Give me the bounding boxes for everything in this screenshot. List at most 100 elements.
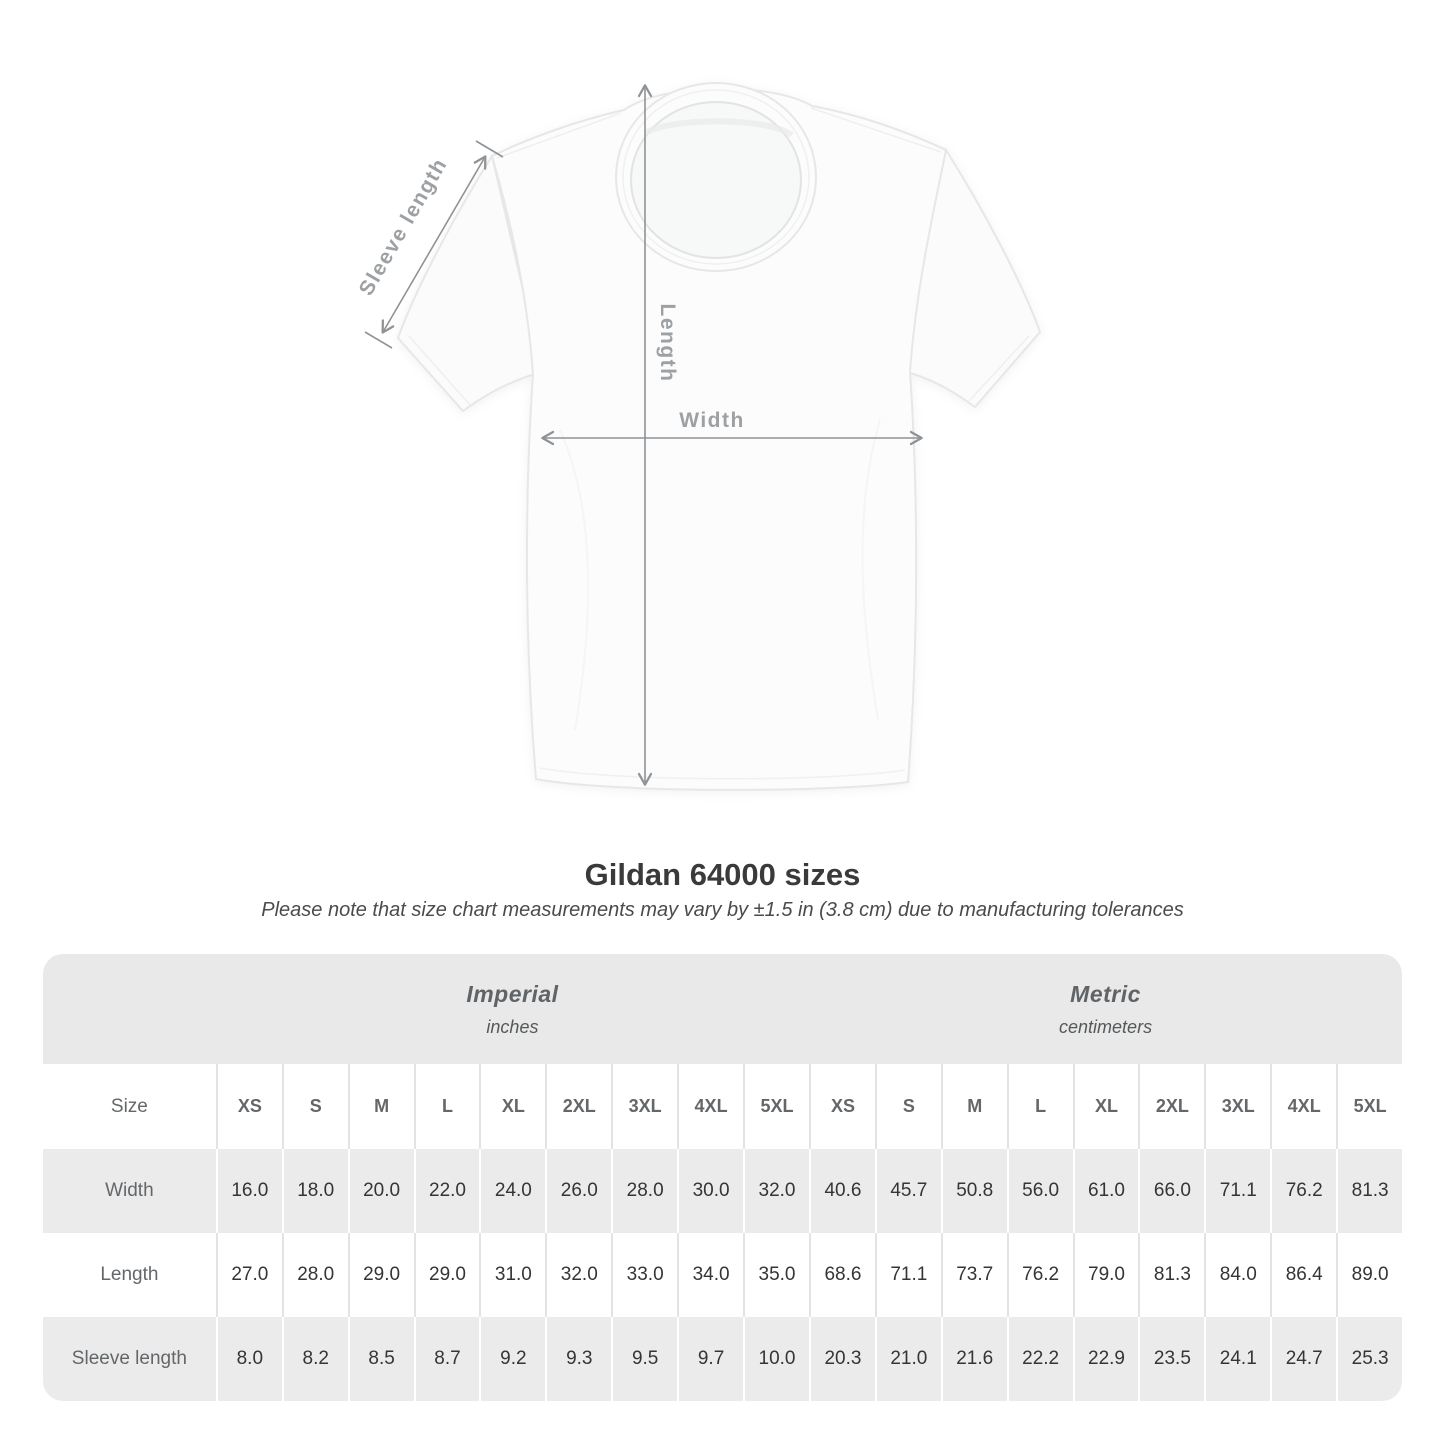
length-metric-cell: 89.0	[1336, 1233, 1403, 1317]
size-column-header: XS	[809, 1064, 875, 1149]
sleeve-metric-cell: 20.3	[809, 1317, 875, 1401]
length-metric-cell: 73.7	[940, 1233, 1007, 1317]
sleeve-metric-cell: 24.7	[1270, 1317, 1337, 1401]
tshirt-shoulder-seam-right	[810, 107, 942, 153]
size-column-header: 4XL	[677, 1064, 743, 1149]
tshirt-shoulder-seam-left	[496, 112, 622, 159]
sleeve-imperial-cell: 8.5	[347, 1317, 414, 1401]
width-imperial-cell: 24.0	[479, 1149, 546, 1233]
tshirt-collar-stitch	[622, 89, 810, 265]
tshirt-figure: Width Length Sleeve length	[355, 82, 1042, 791]
size-column-header: XL	[479, 1064, 546, 1149]
size-column-header: S	[281, 1064, 348, 1149]
sleeve-metric-cell: 21.6	[940, 1317, 1007, 1401]
imperial-section-title: Imperial	[466, 980, 559, 1007]
width-metric-cell: 66.0	[1138, 1149, 1205, 1233]
width-imperial-cell: 32.0	[743, 1149, 809, 1233]
metric-section-unit: centimeters	[1059, 1016, 1153, 1037]
length-imperial-cell: 31.0	[479, 1233, 546, 1317]
size-column-header: M	[347, 1064, 414, 1149]
width-metric-cell: 50.8	[940, 1149, 1007, 1233]
width-row: Width 16.0 18.0 20.0 22.0 24.0 26.0 28.0…	[42, 1149, 1403, 1233]
length-metric-cell: 79.0	[1072, 1233, 1139, 1317]
tshirt-collar-shadow	[643, 118, 794, 138]
imperial-section-header: Imperial inches	[215, 954, 809, 1064]
width-metric-cell: 56.0	[1006, 1149, 1073, 1233]
tshirt-cuff-seam-left	[408, 335, 471, 406]
size-column-header: XL	[1072, 1064, 1139, 1149]
size-column-header: 2XL	[545, 1064, 612, 1149]
size-header-row: Size XS S M L XL 2XL 3XL 4XL 5XL XS S M …	[43, 1064, 1403, 1149]
width-imperial-cell: 26.0	[545, 1149, 612, 1233]
length-metric-cell: 76.2	[1006, 1233, 1073, 1317]
size-column-header: 3XL	[611, 1064, 678, 1149]
metric-section-header: Metric centimeters	[809, 954, 1403, 1064]
length-imperial-cell: 29.0	[347, 1233, 414, 1317]
width-row-label: Width	[42, 1149, 216, 1233]
sleeve-imperial-cell: 8.0	[215, 1317, 282, 1401]
tshirt-illustration	[396, 82, 1042, 791]
sleeve-metric-cell: 23.5	[1138, 1317, 1205, 1401]
sleeve-metric-cell: 21.0	[874, 1317, 941, 1401]
size-column-header: L	[1006, 1064, 1073, 1149]
tshirt-wrinkle-right	[861, 419, 881, 721]
length-imperial-cell: 35.0	[743, 1233, 809, 1317]
sleeve-length-row: Sleeve length 8.0 8.2 8.5 8.7 9.2 9.3 9.…	[42, 1317, 1403, 1401]
length-row-label: Length	[42, 1233, 216, 1317]
width-imperial-cell: 20.0	[347, 1149, 414, 1233]
width-imperial-cell: 16.0	[215, 1149, 282, 1233]
metric-section-title: Metric	[1070, 980, 1141, 1007]
sleeve-length-cap-bottom	[364, 331, 393, 349]
length-row: Length 27.0 28.0 29.0 29.0 31.0 32.0 33.…	[42, 1233, 1403, 1317]
length-label: Length	[656, 304, 679, 383]
size-column-header: M	[940, 1064, 1007, 1149]
width-imperial-cell: 28.0	[611, 1149, 678, 1233]
length-metric-cell: 86.4	[1270, 1233, 1337, 1317]
imperial-section-unit: inches	[486, 1016, 539, 1037]
width-label: Width	[679, 409, 745, 432]
measurement-annotations	[364, 84, 923, 786]
size-table: Imperial inches Metric centimeters Size …	[42, 954, 1403, 1401]
unit-section-row: Imperial inches Metric centimeters	[42, 954, 1403, 1064]
sleeve-imperial-cell: 9.2	[479, 1317, 546, 1401]
tshirt-wrinkle-left	[559, 429, 590, 731]
sleeve-metric-cell: 24.1	[1204, 1317, 1271, 1401]
width-metric-cell: 81.3	[1336, 1149, 1403, 1233]
sleeve-imperial-cell: 9.7	[677, 1317, 743, 1401]
size-column-header: 2XL	[1138, 1064, 1205, 1149]
width-metric-cell: 40.6	[809, 1149, 875, 1233]
size-row-label: Size	[110, 1095, 148, 1117]
tshirt-hem-stitch	[539, 767, 906, 780]
tolerance-note: Please note that size chart measurements…	[261, 899, 1184, 921]
size-column-header: 5XL	[743, 1064, 809, 1149]
sleeve-imperial-cell: 9.3	[545, 1317, 612, 1401]
width-metric-cell: 61.0	[1072, 1149, 1139, 1233]
sleeve-length-row-label: Sleeve length	[42, 1317, 216, 1401]
sleeve-imperial-cell: 9.5	[611, 1317, 678, 1401]
width-imperial-cell: 18.0	[281, 1149, 348, 1233]
sleeve-metric-cell: 22.2	[1006, 1317, 1073, 1401]
width-imperial-cell: 30.0	[677, 1149, 743, 1233]
length-imperial-cell: 28.0	[281, 1233, 348, 1317]
sleeve-metric-cell: 22.9	[1072, 1317, 1139, 1401]
sleeve-imperial-cell: 8.2	[281, 1317, 348, 1401]
size-column-header: 5XL	[1336, 1064, 1403, 1149]
sleeve-imperial-cell: 10.0	[743, 1317, 809, 1401]
sleeve-length-arrow	[381, 155, 487, 334]
tshirt-cuff-seam-right	[967, 335, 1030, 403]
width-imperial-cell: 22.0	[413, 1149, 480, 1233]
sleeve-length-cap-top	[475, 140, 504, 158]
length-imperial-cell: 32.0	[545, 1233, 612, 1317]
length-metric-cell: 68.6	[809, 1233, 875, 1317]
table-corner-cell	[42, 954, 216, 1064]
length-imperial-cell: 34.0	[677, 1233, 743, 1317]
length-imperial-cell: 27.0	[215, 1233, 282, 1317]
length-imperial-cell: 29.0	[413, 1233, 480, 1317]
page-title: Gildan 64000 sizes	[584, 857, 861, 892]
length-metric-cell: 71.1	[874, 1233, 941, 1317]
width-metric-cell: 76.2	[1270, 1149, 1337, 1233]
size-column-header: S	[874, 1064, 941, 1149]
sleeve-imperial-cell: 8.7	[413, 1317, 480, 1401]
sleeve-metric-cell: 25.3	[1336, 1317, 1403, 1401]
